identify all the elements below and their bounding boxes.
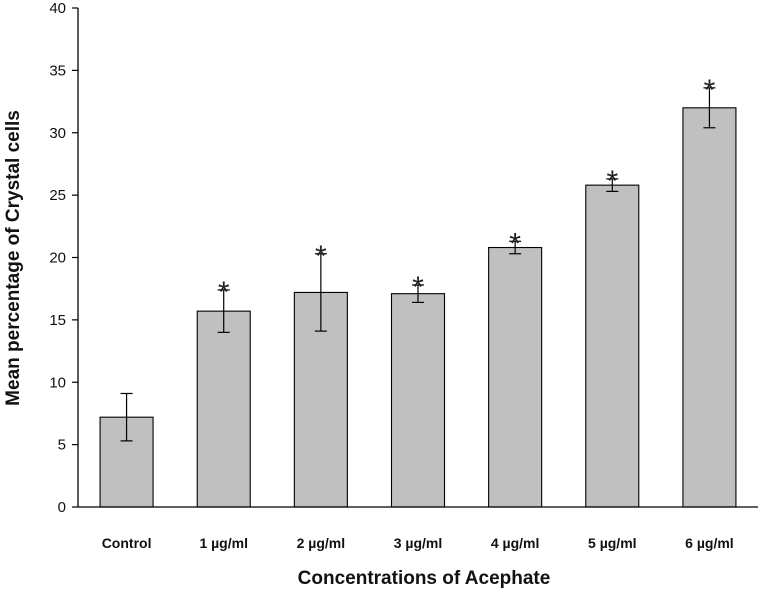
bar-series <box>99 107 737 508</box>
x-category-label: 6 µg/ml <box>685 535 734 551</box>
x-category-label: Control <box>102 535 152 551</box>
x-category-label: 3 µg/ml <box>394 535 443 551</box>
x-category-label: 2 µg/ml <box>297 535 346 551</box>
y-tick-label: 20 <box>49 250 66 267</box>
x-category-label: 4 µg/ml <box>491 535 540 551</box>
x-axis-title: Concentrations of Acephate <box>298 568 551 589</box>
y-tick-label: 30 <box>49 125 66 142</box>
x-category-label: 1 µg/ml <box>199 535 248 551</box>
significance-asterisk: * <box>704 74 716 107</box>
y-tick-label: 15 <box>49 312 66 329</box>
x-category-label: 5 µg/ml <box>588 535 637 551</box>
y-tick-label: 35 <box>49 62 66 79</box>
error-bar <box>703 87 716 129</box>
error-bar <box>606 178 619 192</box>
bar <box>585 184 640 508</box>
bar <box>488 246 543 508</box>
y-axis-title: Mean percentage of Crystal cells <box>3 110 24 406</box>
y-tick-label: 0 <box>58 499 66 516</box>
bar <box>196 310 251 508</box>
significance-asterisk: * <box>218 276 230 309</box>
bar <box>682 107 737 508</box>
significance-asterisk: * <box>509 227 521 260</box>
error-bar <box>120 392 133 442</box>
significance-asterisk: * <box>412 271 424 304</box>
y-tick-label: 5 <box>58 437 66 454</box>
bar <box>390 293 446 508</box>
y-tick-label: 10 <box>49 374 66 391</box>
error-bar <box>412 284 424 304</box>
x-axis-category-labels: Control 1 µg/ml 2 µg/ml 3 µg/ml 4 µg/ml 5 µg/… <box>102 535 734 551</box>
error-bar-series <box>120 87 716 442</box>
y-tick-label: 40 <box>49 0 66 17</box>
y-tick-label: 25 <box>49 187 66 204</box>
error-bar <box>509 240 522 255</box>
error-bar <box>217 289 230 333</box>
significance-asterisk: * <box>606 165 618 198</box>
significance-asterisk: * <box>315 240 327 273</box>
significance-markers: * * * * * * <box>218 74 716 309</box>
error-bar <box>314 253 327 332</box>
y-axis-ticks: 0 5 10 15 20 25 30 35 40 <box>49 0 78 516</box>
